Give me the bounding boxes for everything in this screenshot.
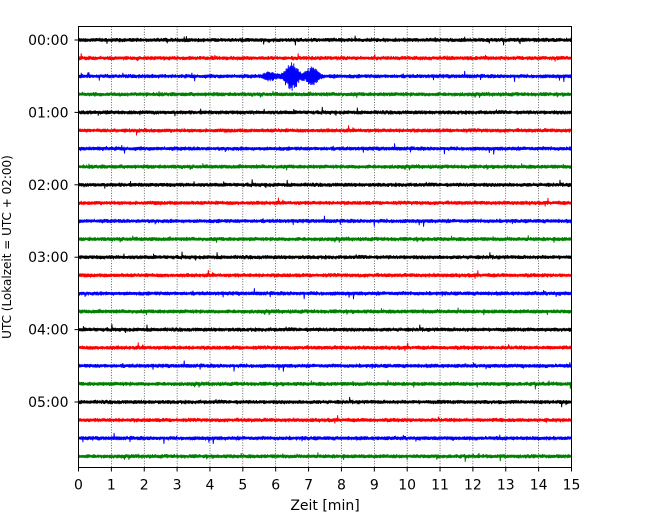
x-tick-label: 4 bbox=[206, 478, 215, 494]
x-tick-label: 2 bbox=[140, 478, 149, 494]
trace-row-0030 bbox=[78, 62, 572, 91]
trace-row-0200 bbox=[78, 179, 572, 189]
trace-row-0130 bbox=[78, 143, 572, 155]
x-tick-label: 8 bbox=[337, 478, 346, 494]
trace-row-0115 bbox=[78, 125, 572, 136]
y-axis-label: UTC (Lokalzeit = UTC + 02:00) bbox=[0, 155, 14, 339]
x-tick-label: 15 bbox=[563, 478, 581, 494]
y-tick-label: 01:00 bbox=[28, 105, 68, 121]
x-tick-label: 10 bbox=[398, 478, 416, 494]
trace-row-0330 bbox=[78, 288, 572, 300]
trace-row-0045 bbox=[78, 90, 572, 98]
x-axis-label: Zeit [min] bbox=[290, 498, 359, 514]
x-tick-label: 12 bbox=[464, 478, 482, 494]
y-tick-label: 04:00 bbox=[28, 323, 68, 339]
trace-row-0000 bbox=[78, 35, 572, 46]
trace-row-0415 bbox=[78, 342, 572, 352]
trace-row-0315 bbox=[78, 270, 572, 279]
y-axis-ticks: 00:00 01:00 02:00 03:00 04:00 05:00 bbox=[28, 33, 79, 411]
y-tick-label: 02:00 bbox=[28, 178, 68, 194]
trace-row-0515 bbox=[78, 415, 572, 424]
plot-frame bbox=[78, 26, 572, 468]
trace-row-0400 bbox=[78, 324, 572, 333]
trace-row-0545 bbox=[78, 452, 572, 462]
trace-row-0230 bbox=[78, 215, 572, 227]
trace-row-0345 bbox=[78, 307, 572, 316]
x-tick-label: 3 bbox=[173, 478, 182, 494]
trace-row-0500 bbox=[78, 397, 572, 408]
x-tick-label: 14 bbox=[530, 478, 548, 494]
grid-lines bbox=[111, 26, 539, 468]
x-tick-label: 13 bbox=[497, 478, 515, 494]
trace-row-0100 bbox=[78, 106, 572, 117]
y-tick-label: 00:00 bbox=[28, 33, 68, 49]
seismic-traces bbox=[78, 35, 572, 462]
x-tick-label: 11 bbox=[431, 478, 449, 494]
trace-row-0300 bbox=[78, 251, 572, 261]
trace-row-0215 bbox=[78, 197, 572, 207]
x-tick-label: 1 bbox=[107, 478, 116, 494]
trace-row-0245 bbox=[78, 235, 572, 243]
x-axis-ticks: 0 1 2 3 4 5 6 7 8 9 10 11 12 13 14 15 bbox=[74, 467, 581, 494]
x-tick-label: 6 bbox=[271, 478, 280, 494]
trace-row-0530 bbox=[78, 432, 572, 445]
x-tick-label: 7 bbox=[304, 478, 313, 494]
x-tick-label: 5 bbox=[238, 478, 247, 494]
y-tick-label: 03:00 bbox=[28, 250, 68, 266]
trace-row-0430 bbox=[78, 360, 572, 372]
x-tick-label: 0 bbox=[74, 478, 83, 494]
trace-row-0445 bbox=[78, 380, 572, 390]
trace-row-0015 bbox=[78, 53, 572, 62]
trace-row-0145 bbox=[78, 163, 572, 171]
x-tick-label: 9 bbox=[370, 478, 379, 494]
y-tick-label: 05:00 bbox=[28, 395, 68, 411]
